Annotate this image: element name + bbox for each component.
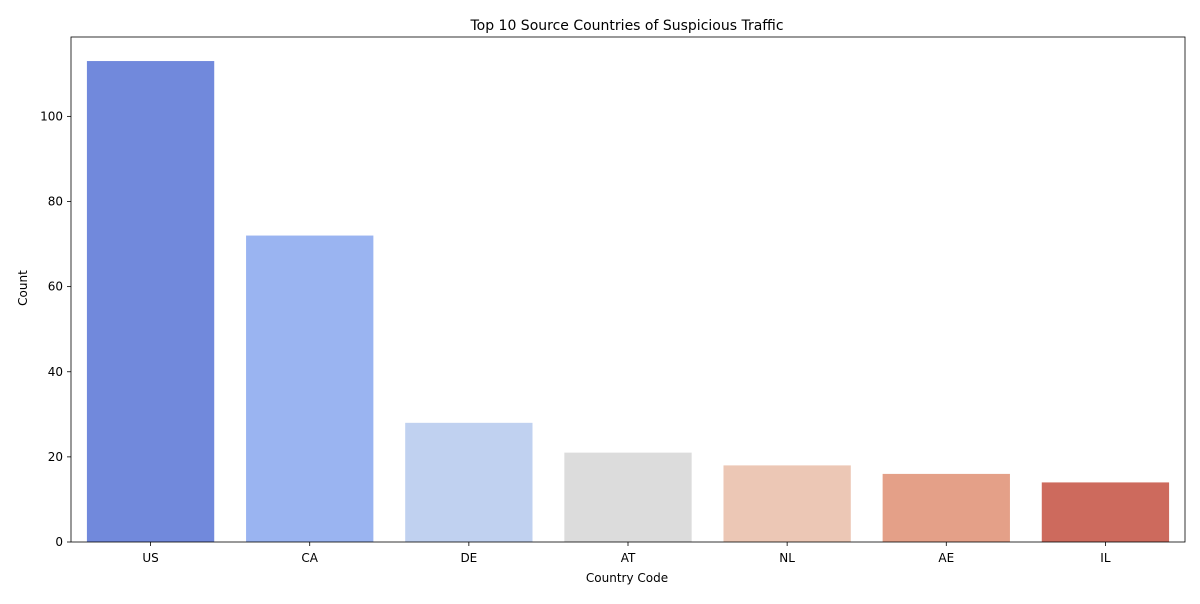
y-tick-label: 40 [48, 365, 63, 379]
x-tick-label: NL [779, 551, 795, 565]
y-tick-label: 100 [40, 109, 63, 123]
y-tick-label: 60 [48, 280, 63, 294]
bar-ae [882, 473, 1010, 542]
bar-at [564, 452, 692, 542]
x-tick-label: AT [621, 551, 636, 565]
x-tick-label: DE [460, 551, 477, 565]
x-tick-label: US [142, 551, 158, 565]
x-axis-label: Country Code [586, 571, 668, 585]
bar-ca [246, 235, 374, 542]
x-tick-label: CA [301, 551, 318, 565]
x-tick-label: IL [1100, 551, 1111, 565]
bar-de [405, 422, 533, 542]
ticks-layer: US CA DE AT NL AE IL 0 20 40 60 80 100 [40, 109, 1111, 565]
bars-layer [86, 61, 1170, 543]
y-tick-label: 80 [48, 195, 63, 209]
bar-us [86, 61, 215, 543]
y-axis-label: Count [16, 270, 30, 306]
bar-nl [723, 465, 851, 542]
bar-il [1041, 482, 1170, 542]
y-tick-label: 0 [55, 535, 63, 549]
y-tick-label: 20 [48, 450, 63, 464]
x-tick-label: AE [938, 551, 954, 565]
chart-title: Top 10 Source Countries of Suspicious Tr… [469, 18, 783, 34]
